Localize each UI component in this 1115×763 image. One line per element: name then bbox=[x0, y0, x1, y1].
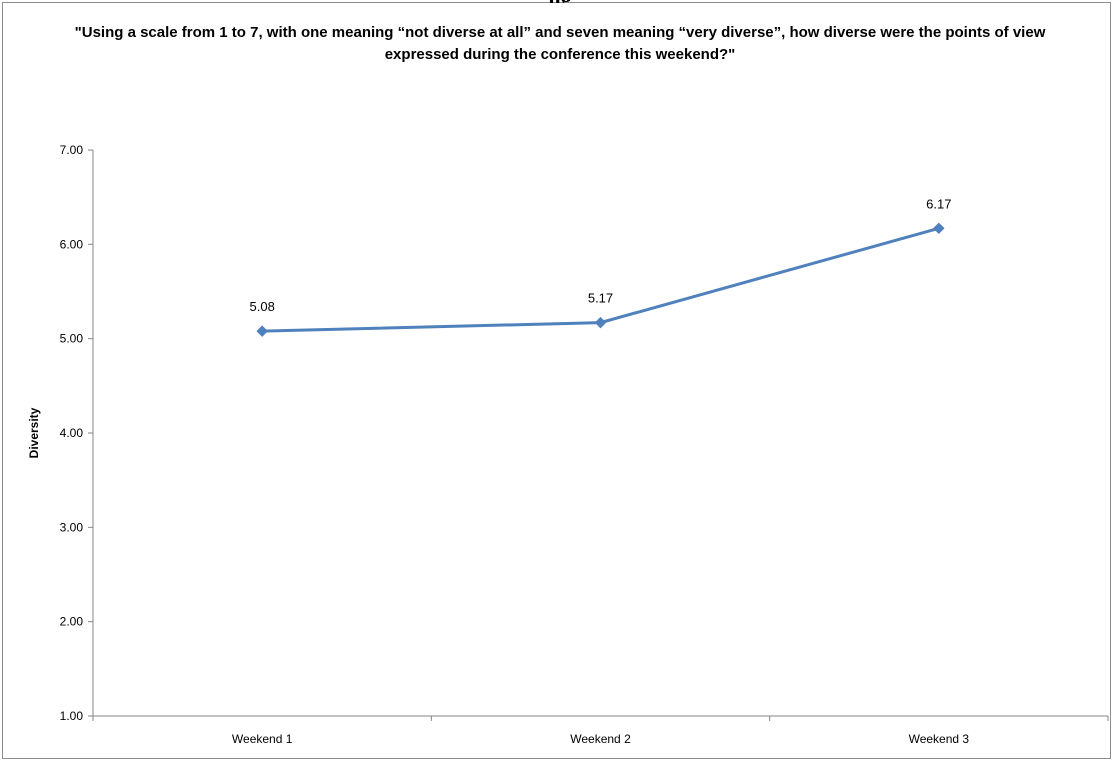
y-tick-label: 6.00 bbox=[60, 237, 84, 251]
x-tick-label: Weekend 2 bbox=[570, 732, 631, 746]
data-point-marker bbox=[594, 316, 607, 329]
cropped-heading: ng bbox=[500, 0, 620, 3]
x-tick-label: Weekend 3 bbox=[909, 732, 970, 746]
y-tick-label: 3.00 bbox=[60, 520, 84, 534]
data-label: 5.08 bbox=[250, 299, 275, 314]
data-point-marker bbox=[933, 222, 945, 235]
series-line bbox=[260, 226, 941, 333]
y-tick-label: 2.00 bbox=[60, 615, 84, 629]
data-label: 6.17 bbox=[926, 196, 951, 211]
chart-axes: 1.00 2.00 3.00 4.00 5.00 6.00 7.00 Weekend 1 Wee… bbox=[60, 143, 1109, 746]
data-point-marker bbox=[256, 325, 268, 337]
y-axis-title: Diversity bbox=[27, 407, 41, 458]
chart-series bbox=[256, 222, 945, 337]
y-tick-label: 4.00 bbox=[60, 426, 84, 440]
y-tick-label: 5.00 bbox=[60, 332, 84, 346]
x-tick-label: Weekend 1 bbox=[232, 732, 293, 746]
chart-title: "Using a scale from 1 to 7, with one mea… bbox=[74, 24, 1046, 63]
y-tick-label: 1.00 bbox=[60, 709, 84, 723]
y-tick-label: 7.00 bbox=[60, 143, 84, 157]
chart-labels: 5.08 5.17 6.17 bbox=[250, 196, 952, 314]
data-label: 5.17 bbox=[588, 291, 613, 306]
